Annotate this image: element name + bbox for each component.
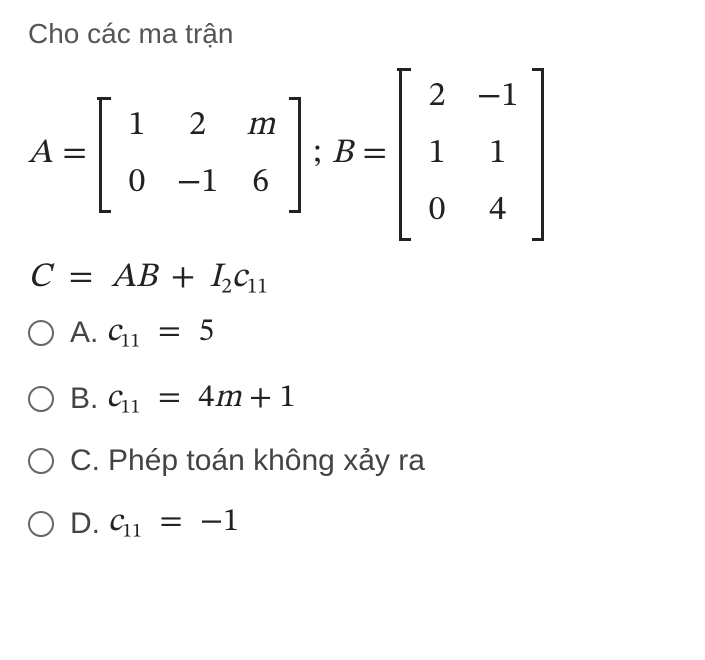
matrix-b-cell: 1	[425, 133, 449, 176]
equals-sign: =	[158, 382, 181, 414]
subscript: 11	[121, 331, 141, 351]
option-letter: C.	[70, 444, 100, 478]
matrix-a-cell: 0	[125, 162, 149, 205]
bracket-left-icon	[97, 97, 111, 213]
equals-sign: =	[62, 133, 86, 176]
matrix-b-cell: 4	[486, 190, 510, 233]
matrix-a-label: A	[28, 133, 52, 176]
option-d-math: c11 = −1	[108, 502, 239, 544]
option-letter: B.	[70, 382, 98, 416]
matrix-a-cell: 6	[249, 162, 273, 205]
var-c: c	[108, 506, 122, 538]
var-c: c	[106, 316, 120, 348]
subscript: 11	[121, 397, 141, 417]
matrices-definition: A = 1 2 m 0 −1 6 ; B = 2 −1 1 1 0 4	[28, 68, 677, 241]
bracket-right-icon	[289, 97, 303, 213]
matrix-b-label: B	[332, 133, 353, 176]
matrix-a-cell: 2	[186, 105, 210, 148]
subscript: 11	[122, 522, 142, 542]
matrix-a-cell: m	[246, 105, 275, 148]
option-a-math: c11 = 5	[106, 312, 214, 354]
matrix-a-cell: 1	[125, 105, 149, 148]
equals-sign: =	[363, 133, 387, 176]
var-c: c	[106, 382, 120, 414]
matrix-b: 2 −1 1 1 0 4	[397, 68, 546, 241]
matrix-b-grid: 2 −1 1 1 0 4	[411, 68, 532, 241]
matrix-b-cell: 0	[425, 190, 449, 233]
option-b[interactable]: B. c11 = 4m + 1	[28, 378, 677, 420]
answer-options: A. c11 = 5 B. c11 = 4m + 1 C. Phép toán …	[28, 312, 677, 545]
c-definition: C = AB + I2c11	[28, 257, 677, 302]
var-c-small: c	[232, 261, 247, 295]
bracket-left-icon	[397, 68, 411, 241]
value: + 1	[242, 382, 296, 414]
plus-sign: +	[171, 261, 195, 295]
option-letter: D.	[70, 507, 100, 541]
matrix-a-grid: 1 2 m 0 −1 6	[111, 97, 289, 213]
var-m: m	[214, 382, 241, 414]
semicolon-separator: ;	[313, 133, 321, 176]
option-d[interactable]: D. c11 = −1	[28, 502, 677, 544]
bracket-right-icon	[532, 68, 546, 241]
value: 4	[198, 382, 214, 414]
option-c[interactable]: C. Phép toán không xảy ra	[28, 444, 677, 478]
radio-icon[interactable]	[28, 448, 54, 474]
radio-icon[interactable]	[28, 320, 54, 346]
matrix-b-cell: −1	[477, 76, 518, 119]
option-a[interactable]: A. c11 = 5	[28, 312, 677, 354]
var-c-sub: 11	[247, 278, 268, 299]
identity-i-sub: 2	[221, 278, 231, 299]
equals-sign: =	[158, 316, 181, 348]
matrix-a-cell: −1	[177, 162, 218, 205]
var-c: C	[28, 261, 51, 295]
matrix-b-cell: 2	[425, 76, 449, 119]
radio-icon[interactable]	[28, 386, 54, 412]
product-ab: AB	[111, 261, 156, 295]
radio-icon[interactable]	[28, 511, 54, 537]
question-prompt: Cho các ma trận	[28, 18, 677, 50]
option-c-text: Phép toán không xảy ra	[108, 444, 425, 478]
option-b-math: c11 = 4m + 1	[106, 378, 295, 420]
value: −1	[200, 506, 239, 538]
value: 5	[198, 316, 214, 348]
matrix-a: 1 2 m 0 −1 6	[97, 97, 303, 213]
matrix-b-cell: 1	[486, 133, 510, 176]
option-letter: A.	[70, 316, 98, 350]
identity-i: I	[209, 261, 221, 295]
equals-sign: =	[69, 261, 93, 295]
equals-sign: =	[159, 506, 182, 538]
